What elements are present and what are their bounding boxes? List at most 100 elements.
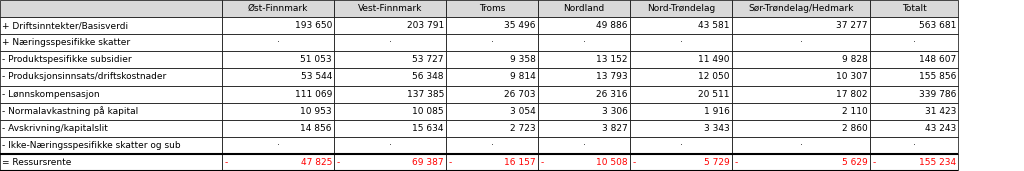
Text: 148 607: 148 607 xyxy=(919,55,956,64)
Text: 69 387: 69 387 xyxy=(413,158,444,167)
Bar xyxy=(538,17,630,34)
Text: ·: · xyxy=(583,141,586,150)
Bar xyxy=(538,137,630,154)
Text: - Produksjonsinnsats/driftskostnader: - Produksjonsinnsats/driftskostnader xyxy=(2,73,166,81)
Bar xyxy=(732,17,870,34)
Bar xyxy=(446,17,538,34)
Text: 26 703: 26 703 xyxy=(505,90,536,98)
Text: 5 629: 5 629 xyxy=(843,158,868,167)
Text: 17 802: 17 802 xyxy=(837,90,868,98)
Text: ·: · xyxy=(276,38,280,47)
Bar xyxy=(446,103,538,120)
Text: 10 307: 10 307 xyxy=(837,73,868,81)
Bar xyxy=(732,103,870,120)
Bar xyxy=(222,154,334,171)
Bar xyxy=(538,51,630,68)
Bar xyxy=(222,120,334,137)
Bar xyxy=(870,34,958,51)
Text: 51 053: 51 053 xyxy=(300,55,332,64)
Text: -: - xyxy=(225,158,228,167)
Text: 3 343: 3 343 xyxy=(705,124,730,133)
Text: 3 827: 3 827 xyxy=(602,124,628,133)
Bar xyxy=(732,0,870,17)
Text: - Lønnskompensasjon: - Lønnskompensasjon xyxy=(2,90,99,98)
Bar xyxy=(334,34,446,51)
Text: Sør-Trøndelag/Hedmark: Sør-Trøndelag/Hedmark xyxy=(749,4,854,13)
Text: 35 496: 35 496 xyxy=(505,21,536,30)
Bar xyxy=(732,137,870,154)
Text: 16 157: 16 157 xyxy=(505,158,536,167)
Bar xyxy=(538,68,630,86)
Bar xyxy=(334,154,446,171)
Bar xyxy=(630,0,732,17)
Text: 2 860: 2 860 xyxy=(843,124,868,133)
Text: ·: · xyxy=(490,38,494,47)
Bar xyxy=(334,120,446,137)
Text: -: - xyxy=(449,158,453,167)
Text: 1 916: 1 916 xyxy=(705,107,730,116)
Bar xyxy=(446,120,538,137)
Text: 10 085: 10 085 xyxy=(413,107,444,116)
Bar xyxy=(446,51,538,68)
Bar xyxy=(222,86,334,103)
Text: ·: · xyxy=(680,141,682,150)
Bar xyxy=(732,34,870,51)
Text: 10 953: 10 953 xyxy=(300,107,332,116)
Text: 9 828: 9 828 xyxy=(843,55,868,64)
Bar xyxy=(538,154,630,171)
Text: 47 825: 47 825 xyxy=(301,158,332,167)
Bar xyxy=(732,154,870,171)
Text: ·: · xyxy=(800,38,803,47)
Text: - Normalavkastning på kapital: - Normalavkastning på kapital xyxy=(2,106,138,116)
Text: ·: · xyxy=(276,141,280,150)
Bar xyxy=(538,0,630,17)
Text: 339 786: 339 786 xyxy=(919,90,956,98)
Text: 53 544: 53 544 xyxy=(301,73,332,81)
Text: 13 793: 13 793 xyxy=(596,73,628,81)
Bar xyxy=(630,120,732,137)
Text: 37 277: 37 277 xyxy=(837,21,868,30)
Text: 203 791: 203 791 xyxy=(407,21,444,30)
Bar xyxy=(334,103,446,120)
Bar xyxy=(0,0,222,17)
Text: Troms: Troms xyxy=(479,4,505,13)
Bar xyxy=(334,137,446,154)
Text: 43 243: 43 243 xyxy=(925,124,956,133)
Bar xyxy=(538,34,630,51)
Bar xyxy=(870,17,958,34)
Bar xyxy=(222,68,334,86)
Text: Nord-Trøndelag: Nord-Trøndelag xyxy=(647,4,715,13)
Bar xyxy=(630,17,732,34)
Bar xyxy=(446,86,538,103)
Bar xyxy=(222,34,334,51)
Bar xyxy=(0,17,222,34)
Text: -: - xyxy=(873,158,877,167)
Bar xyxy=(222,103,334,120)
Text: 137 385: 137 385 xyxy=(407,90,444,98)
Bar xyxy=(334,0,446,17)
Bar xyxy=(0,68,222,86)
Bar xyxy=(732,86,870,103)
Text: + Næringsspesifikke skatter: + Næringsspesifikke skatter xyxy=(2,38,130,47)
Text: 14 856: 14 856 xyxy=(300,124,332,133)
Text: ·: · xyxy=(912,141,915,150)
Text: 49 886: 49 886 xyxy=(597,21,628,30)
Text: -: - xyxy=(735,158,738,167)
Text: ·: · xyxy=(680,38,682,47)
Text: 15 634: 15 634 xyxy=(413,124,444,133)
Bar xyxy=(0,34,222,51)
Bar xyxy=(870,154,958,171)
Text: -: - xyxy=(337,158,340,167)
Bar xyxy=(0,103,222,120)
Bar xyxy=(630,154,732,171)
Bar xyxy=(870,51,958,68)
Bar xyxy=(538,103,630,120)
Text: Nordland: Nordland xyxy=(563,4,604,13)
Text: 9 358: 9 358 xyxy=(510,55,536,64)
Bar xyxy=(0,120,222,137)
Text: ·: · xyxy=(388,141,391,150)
Bar xyxy=(446,34,538,51)
Text: ·: · xyxy=(388,38,391,47)
Text: 20 511: 20 511 xyxy=(698,90,730,98)
Text: -: - xyxy=(633,158,636,167)
